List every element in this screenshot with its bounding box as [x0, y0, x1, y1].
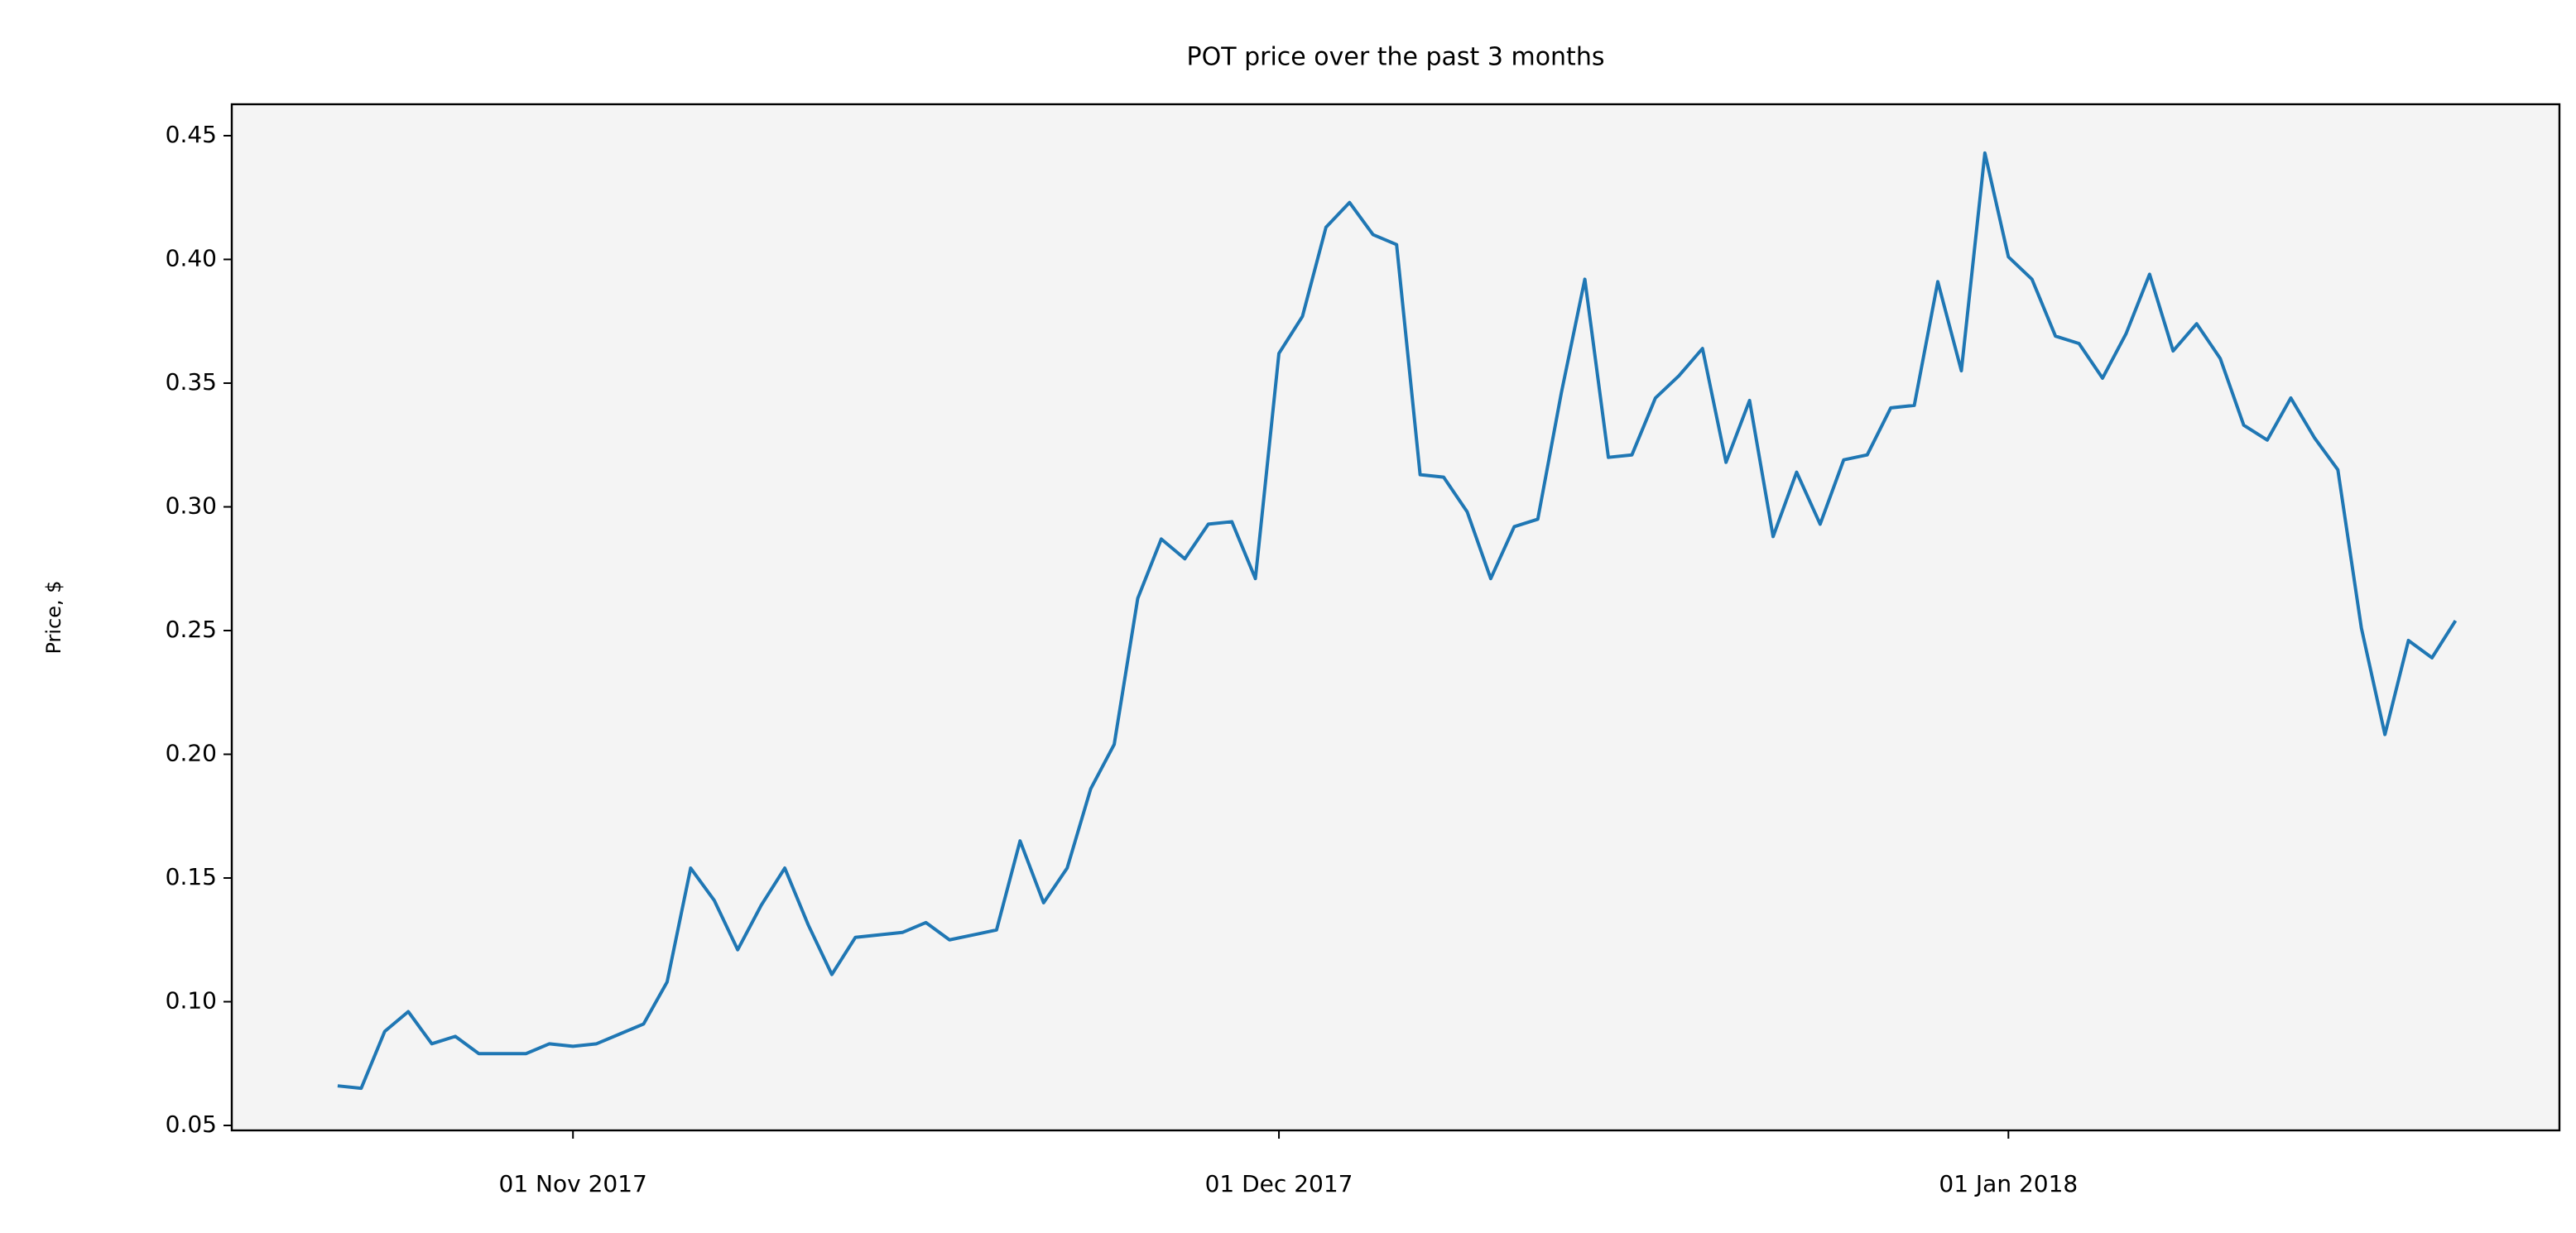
x-tick-label: 01 Jan 2018 — [1939, 1170, 2078, 1197]
y-axis-label: Price, $ — [42, 580, 65, 654]
chart-title: POT price over the past 3 months — [1187, 43, 1605, 72]
y-tick-label: 0.20 — [166, 740, 217, 767]
x-tick-label: 01 Dec 2017 — [1205, 1170, 1353, 1197]
plot-frame — [230, 103, 2561, 1132]
plot-area — [232, 104, 2559, 1130]
y-tick-label: 0.35 — [166, 368, 217, 396]
y-tick-label: 0.10 — [166, 987, 217, 1015]
x-tick-label: 01 Nov 2017 — [499, 1170, 647, 1197]
y-tick-label: 0.30 — [166, 492, 217, 519]
line-series — [337, 151, 2458, 1091]
y-tick-label: 0.45 — [166, 121, 217, 148]
y-tick-label: 0.15 — [166, 863, 217, 890]
y-tick-label: 0.05 — [166, 1111, 217, 1138]
y-tick-label: 0.25 — [166, 616, 217, 643]
y-tick-label: 0.40 — [166, 244, 217, 271]
